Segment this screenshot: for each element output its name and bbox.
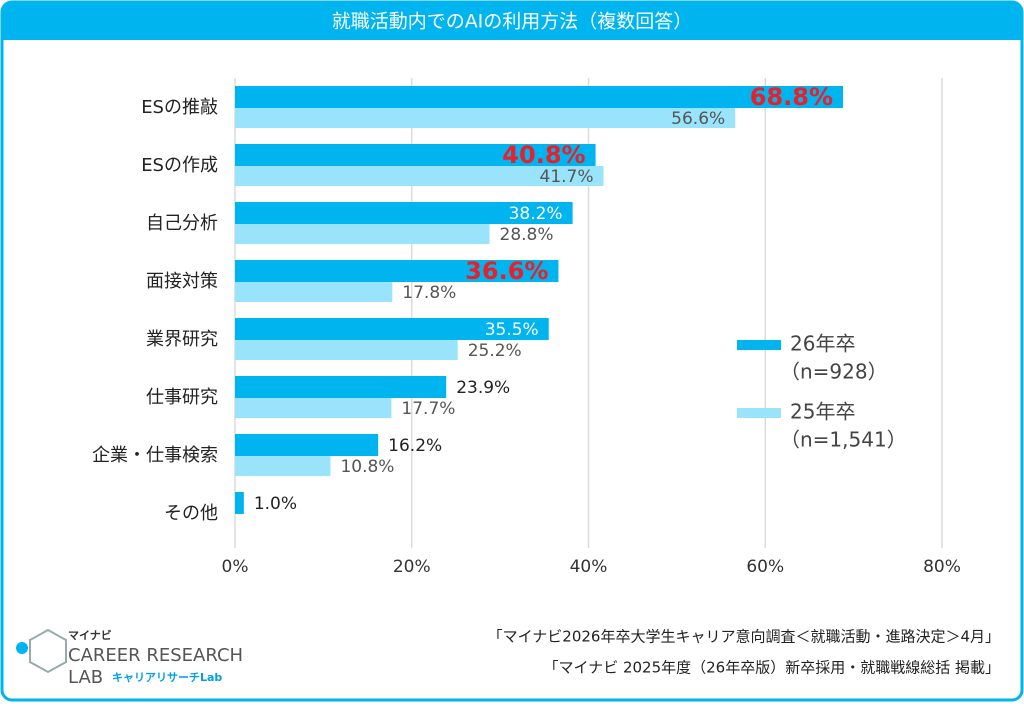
title-bar bbox=[2, 2, 1022, 40]
bar bbox=[235, 144, 596, 166]
bar bbox=[235, 86, 844, 108]
bar bbox=[235, 224, 490, 244]
legend-label: 25年卒 bbox=[790, 400, 855, 424]
legend-note: （n=928） bbox=[780, 360, 888, 384]
logo-icon bbox=[29, 628, 67, 674]
bar bbox=[235, 492, 244, 514]
y-tick-label: 業界研究 bbox=[146, 329, 218, 350]
chart-title: 就職活動内でのAIの利用方法（複数回答） bbox=[332, 11, 693, 33]
value-label: 36.6% bbox=[465, 257, 548, 285]
value-label: 41.7% bbox=[540, 167, 594, 187]
value-label: 1.0% bbox=[254, 494, 297, 514]
logo-dot bbox=[16, 642, 28, 654]
bar bbox=[235, 282, 393, 302]
legend-label: 26年卒 bbox=[790, 332, 855, 356]
bar bbox=[235, 340, 458, 360]
x-tick-label: 20% bbox=[393, 557, 431, 577]
value-label: 10.8% bbox=[340, 457, 394, 477]
value-label: 68.8% bbox=[750, 83, 833, 111]
legend-swatch bbox=[737, 340, 781, 350]
value-label: 28.8% bbox=[500, 225, 554, 245]
logo-line1: CAREER RESEARCH bbox=[68, 645, 243, 666]
x-tick-label: 80% bbox=[923, 557, 961, 577]
value-label: 40.8% bbox=[502, 141, 585, 169]
logo: マイナビ CAREER RESEARCH LAB キャリアリサーチLab bbox=[16, 628, 243, 688]
x-tick-label: 60% bbox=[746, 557, 784, 577]
y-tick-label: 自己分析 bbox=[146, 213, 218, 234]
legend-note: （n=1,541） bbox=[780, 428, 907, 452]
y-tick-label: 企業・仕事検索 bbox=[92, 445, 218, 466]
logo-top: マイナビ bbox=[68, 628, 112, 642]
value-label: 56.6% bbox=[671, 109, 725, 129]
bar bbox=[235, 166, 604, 186]
y-tick-label: その他 bbox=[164, 503, 218, 524]
y-tick-label: ESの作成 bbox=[141, 155, 218, 176]
bar bbox=[235, 108, 736, 128]
source: 「マイナビ2026年卒大学生キャリア意向調査＜就職活動・進路決定＞4月」 bbox=[488, 628, 1000, 646]
bar bbox=[235, 376, 447, 398]
value-label: 38.2% bbox=[509, 204, 563, 224]
bar bbox=[235, 456, 331, 476]
legend-swatch bbox=[737, 408, 781, 418]
bar bbox=[235, 260, 559, 282]
y-tick-label: 面接対策 bbox=[146, 271, 218, 292]
logo-line2: LAB bbox=[68, 667, 103, 688]
value-label: 23.9% bbox=[456, 378, 510, 398]
x-tick-label: 40% bbox=[570, 557, 608, 577]
value-label: 25.2% bbox=[468, 341, 522, 361]
source: 「マイナビ 2025年度（26年卒版）新卒採用・就職戦線総括 掲載」 bbox=[544, 659, 1001, 677]
x-tick-label: 0% bbox=[222, 557, 249, 577]
y-tick-label: 仕事研究 bbox=[146, 387, 218, 408]
value-label: 35.5% bbox=[485, 320, 539, 340]
value-label: 17.7% bbox=[401, 399, 455, 419]
bar bbox=[235, 318, 549, 340]
bar bbox=[235, 434, 379, 456]
bar bbox=[235, 202, 573, 224]
value-label: 16.2% bbox=[388, 436, 442, 456]
y-tick-label: ESの推敲 bbox=[141, 97, 218, 118]
bar bbox=[235, 398, 392, 418]
logo-sub: キャリアリサーチLab bbox=[112, 671, 222, 684]
value-label: 17.8% bbox=[402, 283, 456, 303]
